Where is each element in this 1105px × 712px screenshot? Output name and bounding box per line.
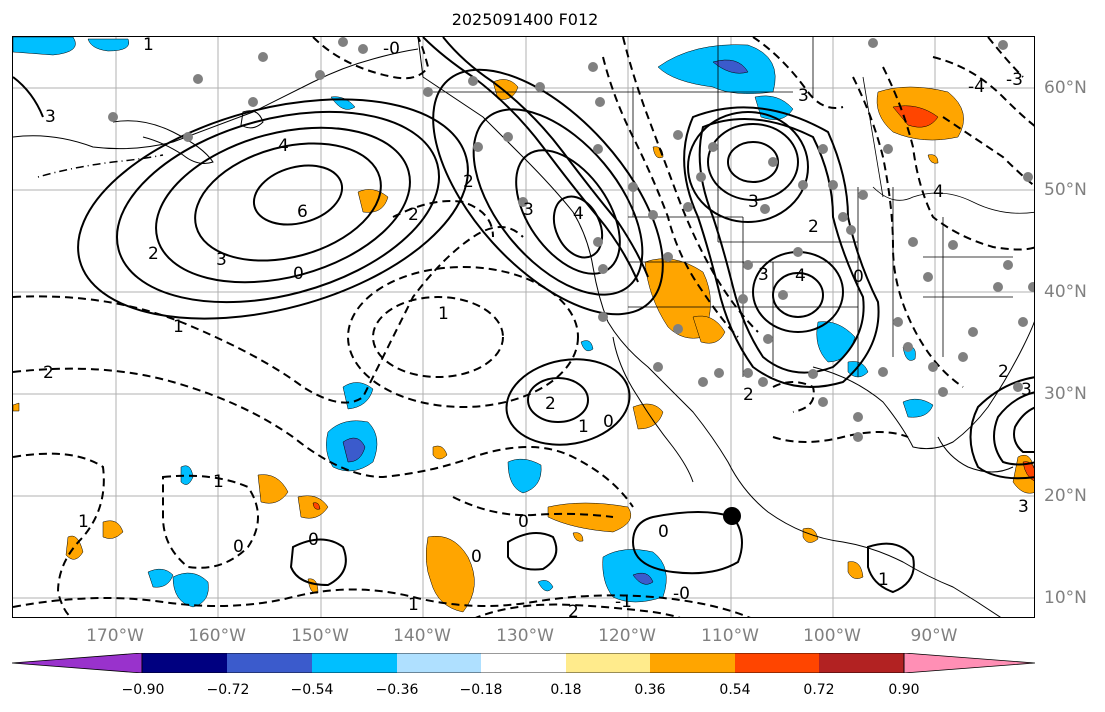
- colorbar-segment: [566, 653, 650, 673]
- lon-label: 120°W: [598, 626, 656, 646]
- contour-label: 2: [463, 172, 474, 192]
- colorbar-segment: [903, 653, 1035, 673]
- contour-label: 4: [573, 204, 584, 224]
- colorbar-tick-label: −0.54: [290, 682, 334, 698]
- coastlines: [13, 37, 1034, 617]
- colorbar-tick-label: 0.90: [888, 682, 920, 698]
- contour-label: -3: [1006, 70, 1023, 90]
- lat-label: 60°N: [1044, 78, 1087, 98]
- contour-label: 2: [408, 205, 419, 225]
- colorbar-tick-label: −0.18: [459, 682, 503, 698]
- colorbar-segment: [12, 653, 143, 673]
- lat-label: 10°N: [1044, 588, 1087, 608]
- colorbar-segment: [397, 653, 481, 673]
- position-marker: [723, 507, 741, 525]
- lon-label: 90°W: [910, 626, 958, 646]
- contour-label: 3: [523, 200, 534, 220]
- colorbar-tick-label: 0.54: [719, 682, 751, 698]
- contour-label-group: 2 3 4 6 3 1 0 1 2 1 -0 3 2 2 1 0 0 2 4 3…: [43, 37, 1032, 618]
- contour-label: 1: [578, 417, 589, 437]
- contour-label: 6: [297, 202, 308, 222]
- colorbar-segment: [227, 653, 312, 673]
- contour-label: 2: [808, 217, 819, 237]
- contour-label: -0: [673, 584, 690, 604]
- contour-label: 1: [408, 595, 419, 615]
- lat-label: 30°N: [1044, 384, 1087, 404]
- lon-label: 110°W: [701, 626, 759, 646]
- contour-label: 2: [545, 394, 556, 414]
- contour-label: 0: [658, 522, 669, 542]
- contour-label: 0: [308, 530, 319, 550]
- contour-label: 0: [293, 264, 304, 284]
- contour-label: 0: [471, 547, 482, 567]
- colorbar-segment: [735, 653, 819, 673]
- colorbar-tick-label: 0.18: [550, 682, 582, 698]
- contour-label: 2: [43, 363, 54, 383]
- contour-label: 1: [213, 472, 224, 492]
- colorbar-segment: [312, 653, 397, 673]
- contour-label: -1: [615, 592, 632, 612]
- colorbar: [12, 653, 1035, 673]
- lon-label: 140°W: [393, 626, 451, 646]
- contour-label: -0: [383, 39, 400, 59]
- colorbar-tick-label: −0.72: [206, 682, 250, 698]
- colorbar-segment: [819, 653, 904, 673]
- contour-label: 2: [148, 244, 159, 264]
- contour-label: 1: [78, 512, 89, 532]
- colorbar-segment: [650, 653, 735, 673]
- contour-label: 1: [143, 37, 154, 55]
- lat-label: 40°N: [1044, 282, 1087, 302]
- contour-label: 1: [438, 304, 449, 324]
- contour-label: 3: [45, 107, 56, 127]
- colorbar-tick-label: 0.36: [634, 682, 666, 698]
- lon-label: 170°W: [86, 626, 144, 646]
- lon-label: 130°W: [496, 626, 554, 646]
- station-dots: [108, 37, 1034, 442]
- lon-label: 160°W: [188, 626, 246, 646]
- contour-label: 4: [278, 136, 289, 156]
- contour-label: 2: [743, 385, 754, 405]
- contour-label: 3: [216, 250, 227, 270]
- contour-label: 4: [795, 266, 806, 286]
- colorbar-tick-label: 0.72: [803, 682, 835, 698]
- contour-label: 4: [933, 182, 944, 202]
- map-canvas: 2 3 4 6 3 1 0 1 2 1 -0 3 2 2 1 0 0 2 4 3…: [13, 37, 1034, 618]
- colorbar-tick-label: −0.36: [375, 682, 419, 698]
- dashdot-line: [37, 154, 164, 178]
- contour-label: 1: [173, 317, 184, 337]
- weather-map: 2 3 4 6 3 1 0 1 2 1 -0 3 2 2 1 0 0 2 4 3…: [12, 36, 1035, 618]
- contour-label: 3: [1021, 380, 1032, 400]
- contour-label: 3: [1018, 497, 1029, 517]
- contour-label: 0: [518, 512, 529, 532]
- contour-label: 0: [603, 412, 614, 432]
- colorbar-tick-label: −0.90: [121, 682, 165, 698]
- contour-label: 3: [748, 192, 759, 212]
- map-title: 2025091400 F012: [451, 10, 599, 29]
- dashed-contours: [13, 37, 1034, 617]
- lat-label: 20°N: [1044, 486, 1087, 506]
- lat-label: 50°N: [1044, 180, 1087, 200]
- contour-label: 0: [853, 267, 864, 287]
- colorbar-segment: [481, 653, 566, 673]
- solid-contours: [13, 37, 1034, 594]
- contour-label: 0: [233, 537, 244, 557]
- contour-label: 2: [998, 362, 1009, 382]
- lon-label: 100°W: [803, 626, 861, 646]
- colorbar-segment: [142, 653, 227, 673]
- contour-label: 2: [568, 602, 579, 618]
- contour-label: 1: [878, 570, 889, 590]
- graticule: [13, 37, 1034, 617]
- contour-label: 3: [798, 86, 809, 106]
- lon-label: 150°W: [291, 626, 349, 646]
- contour-label: 3: [758, 265, 769, 285]
- contour-label: -4: [968, 77, 985, 97]
